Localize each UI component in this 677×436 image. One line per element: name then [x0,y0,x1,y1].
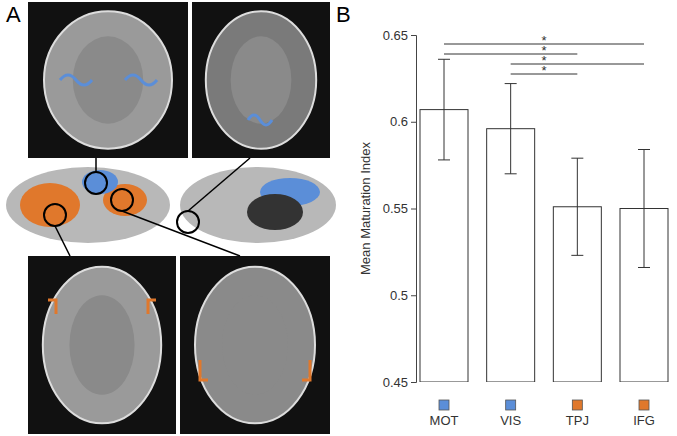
y-axis-line [411,36,417,383]
category-swatch [506,400,516,410]
surface-patch [82,170,118,194]
y-tick: 0.55 [383,201,416,216]
x-axis: MOT VIS TPJ IFG [430,413,655,428]
roi-circle [177,211,199,233]
significance-line [444,54,577,55]
mri-inner [231,36,292,123]
y-tick: 0.65 [383,28,416,43]
x-tick: MOT [430,413,459,428]
roi-circle [44,204,66,226]
mri-background [28,2,188,158]
y-tick-mark [411,382,416,383]
roi-circle [111,189,133,211]
y-tick-label: 0.55 [383,201,408,216]
panel-label: A [6,2,21,27]
mri-background [28,256,176,434]
mri-image [28,256,176,434]
mri-brain [43,267,161,424]
category-swatch [439,400,449,410]
y-tick-mark [411,295,416,296]
mri-background [192,2,330,158]
y-tick-mark [411,122,416,123]
error-stem [577,158,578,255]
arrow [55,226,70,256]
x-tick: IFG [633,413,655,428]
y-tick-label: 0.65 [383,28,408,43]
error-cap [505,173,517,174]
arrow [95,158,97,172]
mri-image [192,2,330,158]
mri-brain [206,11,316,148]
arrow [122,211,240,256]
surface-hole [247,194,303,230]
y-tick-label: 0.45 [383,375,408,390]
error-cap [571,255,583,256]
error-cap [505,83,517,84]
mri-image [180,256,330,434]
mri-image [28,2,188,158]
error-bar [505,84,517,174]
mri-inner [73,36,143,123]
error-stem [510,84,511,174]
panel-label: B [336,2,351,27]
plot-area [420,59,668,382]
x-tick-label: IFG [633,413,655,428]
panel-a: A [6,2,336,434]
y-tick: 0.6 [390,114,416,129]
error-stem [444,59,445,160]
region-outline [125,75,157,85]
region-outline [200,360,208,380]
mri-background [180,256,330,434]
y-tick: 0.5 [390,288,416,303]
x-tick-label: VIS [500,413,521,428]
roi-circle [85,172,107,194]
surface-lateral [6,167,170,243]
region-outline [148,300,156,314]
y-tick-label: 0.6 [390,114,408,129]
mri-brain [195,267,315,424]
error-stem [644,150,645,268]
category-swatch [639,400,649,410]
y-tick-label: 0.5 [390,288,408,303]
error-cap [638,267,650,268]
y-axis-title: Mean Maturation Index [358,142,373,275]
category-swatch [572,400,582,410]
y-axis: 0.45 0.5 0.55 0.6 0.65 [383,28,417,390]
mri-brain [44,11,172,148]
mri-inner [222,295,288,395]
surface-medial [180,167,336,243]
significance-label: * [541,63,546,78]
y-tick-mark [411,35,416,36]
error-cap [638,149,650,150]
y-tick: 0.45 [383,375,416,390]
y-tick-mark [411,209,416,210]
error-cap [438,159,450,160]
significance-line [511,64,644,65]
cortical-surfaces [6,158,336,256]
error-bar [438,59,450,160]
error-bar [638,150,650,268]
error-cap [571,158,583,159]
error-bar [571,158,583,255]
region-outline [48,300,56,314]
arrow [188,158,250,211]
region-outline [248,115,272,125]
x-tick-label: MOT [430,413,459,428]
x-tick: TPJ [566,413,589,428]
x-tick: VIS [500,413,521,428]
error-cap [438,59,450,60]
x-tick-label: TPJ [566,413,589,428]
surface-patch [20,183,80,227]
region-outline [60,75,92,85]
region-outline [302,360,310,380]
mri-inner [69,295,134,395]
